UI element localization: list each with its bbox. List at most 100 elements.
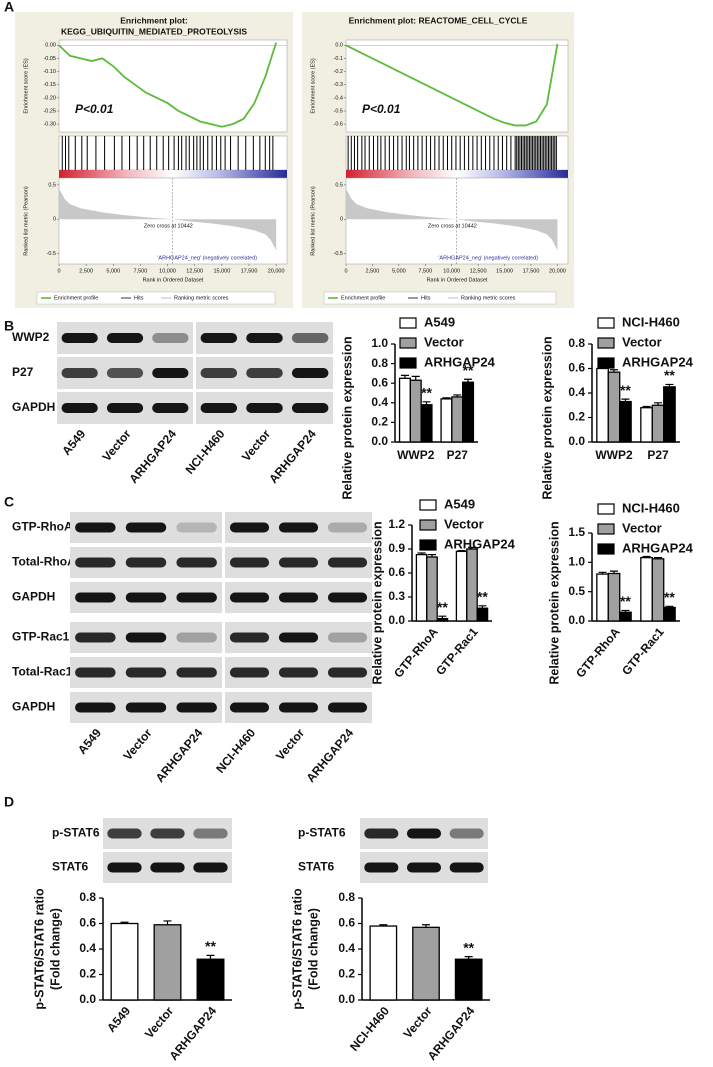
y-tick-label: 0.6 (371, 375, 388, 389)
legend-label: Vector (622, 334, 662, 349)
legend-label: Enrichment profile (54, 295, 98, 301)
blot-band (75, 592, 116, 603)
x-axis-label: Rank in Ordered Dataset (143, 277, 204, 283)
blot-band (75, 702, 116, 713)
y-tick-label: -0.5 (334, 108, 343, 114)
error-bar (665, 605, 674, 608)
blot-band (246, 333, 283, 343)
blot-band (364, 828, 399, 839)
bar (415, 553, 428, 622)
bar (110, 922, 139, 1001)
bar (619, 611, 632, 622)
panel-letter: D (4, 794, 14, 810)
x-tick-label: NCI-H460 (347, 1004, 392, 1054)
bar (454, 958, 483, 1001)
significance: ** (463, 939, 474, 955)
error-bar (422, 401, 431, 405)
bar (476, 607, 489, 622)
legend-swatch (597, 503, 615, 515)
y-tick-label: 0.5 (48, 182, 56, 188)
blot-band (125, 557, 167, 568)
blot-band (246, 368, 283, 378)
blot-band (291, 368, 329, 378)
y-tick-label: 0.8 (79, 890, 96, 904)
blot-band (176, 667, 217, 678)
blot-band (107, 862, 142, 873)
blot-band (176, 522, 217, 533)
blot-row-label: p-STAT6 (52, 826, 100, 840)
error-bar (163, 920, 172, 925)
blot-band (278, 592, 319, 603)
blot-band (229, 702, 270, 713)
bar (596, 573, 609, 622)
blot-band (150, 828, 185, 839)
legend-label: ARHGAP24 (622, 354, 694, 369)
y-tick-label: 0.2 (568, 410, 585, 424)
y-tick-label: 0.4 (568, 385, 585, 399)
blot-row-label: p-STAT6 (298, 826, 346, 840)
error-bar (464, 956, 473, 960)
y-axis-label: Relative protein expression (340, 336, 354, 499)
y-tick-label: 0.0 (338, 992, 355, 1006)
blot-row-label: GAPDH (12, 590, 55, 604)
blot-band (229, 557, 270, 568)
y-tick-label: 0.2 (79, 967, 96, 981)
blot-row-label: STAT6 (298, 860, 335, 874)
blot-row-label: STAT6 (52, 860, 89, 874)
bar (640, 407, 653, 443)
legend-swatch (419, 539, 437, 551)
bar (420, 404, 433, 443)
bar (196, 958, 225, 1001)
y-tick-label: 0.3 (388, 589, 405, 603)
significance: ** (463, 362, 474, 378)
legend-swatch (597, 357, 615, 369)
lane-label: Vector (239, 427, 274, 464)
bar (455, 550, 468, 622)
bar (619, 400, 632, 443)
blot-band (125, 632, 167, 643)
panel-letter: B (4, 318, 14, 334)
blot-row-label: Total-Rac1 (12, 665, 73, 679)
blot-band (75, 522, 116, 533)
legend-swatch (399, 317, 417, 329)
error-bar (428, 554, 436, 557)
y-tick-label: 1.2 (388, 517, 405, 531)
blot-band (125, 667, 167, 678)
y-tick-label: 0.2 (371, 415, 388, 429)
significance: ** (477, 589, 488, 605)
blot-band (278, 522, 319, 533)
y-tick-label: -0.3 (334, 82, 343, 88)
blot-band (176, 557, 217, 568)
error-bar (422, 924, 430, 928)
legend-label: Hits (421, 295, 431, 301)
legend-swatch (419, 519, 437, 531)
y-tick-label: 0.0 (568, 613, 585, 627)
bar (426, 556, 438, 622)
error-bar (120, 921, 129, 924)
bar (369, 925, 398, 1001)
legend-label: Enrichment profile (341, 295, 385, 301)
y-tick-label: 0.9 (388, 541, 405, 555)
error-bar (642, 555, 651, 558)
lane-label: ARHGAP24 (303, 726, 356, 785)
lane-label: NCI-H460 (213, 726, 258, 776)
error-bar (453, 394, 462, 397)
blot-band (449, 862, 484, 873)
y-tick-label: 0 (340, 217, 343, 223)
blot-band (449, 828, 484, 839)
y-tick-label: 0.6 (568, 361, 585, 375)
lane-label: Vector (120, 726, 155, 763)
bar (651, 558, 665, 622)
x-axis-label: Rank in Ordered Dataset (427, 277, 488, 283)
x-tick-label: 5,000 (106, 268, 120, 274)
legend-swatch (597, 337, 615, 349)
blot-band (75, 557, 116, 568)
x-tick-label: 12,500 (470, 268, 487, 274)
error-bar (206, 954, 215, 960)
plot-area (58, 39, 288, 133)
bar (412, 926, 440, 1001)
x-tick-label: 5,000 (392, 268, 406, 274)
blot-band (229, 522, 270, 533)
blot-row-label: GTP-Rac1 (12, 630, 70, 644)
panel-letter: C (4, 494, 14, 510)
